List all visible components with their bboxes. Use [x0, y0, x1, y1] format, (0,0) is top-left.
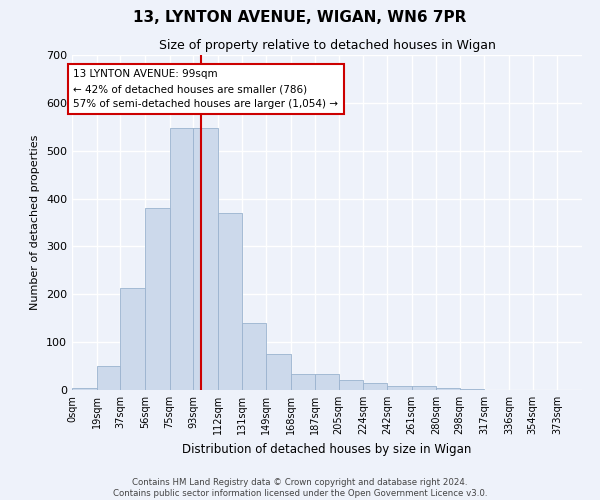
Bar: [387, 386, 412, 390]
Bar: [218, 213, 242, 390]
Bar: [242, 323, 266, 390]
Bar: [72, 388, 97, 390]
Text: 13, LYNTON AVENUE, WIGAN, WN6 7PR: 13, LYNTON AVENUE, WIGAN, WN6 7PR: [133, 10, 467, 25]
Bar: [145, 208, 170, 390]
X-axis label: Distribution of detached houses by size in Wigan: Distribution of detached houses by size …: [182, 442, 472, 456]
Bar: [364, 383, 387, 390]
Text: Contains HM Land Registry data © Crown copyright and database right 2024.
Contai: Contains HM Land Registry data © Crown c…: [113, 478, 487, 498]
Bar: [436, 388, 460, 390]
Bar: [170, 128, 193, 390]
Text: 13 LYNTON AVENUE: 99sqm
← 42% of detached houses are smaller (786)
57% of semi-d: 13 LYNTON AVENUE: 99sqm ← 42% of detache…: [73, 70, 338, 109]
Bar: [339, 380, 364, 390]
Bar: [460, 388, 484, 390]
Bar: [315, 374, 339, 390]
Bar: [120, 288, 145, 390]
Bar: [290, 374, 315, 390]
Bar: [193, 128, 218, 390]
Title: Size of property relative to detached houses in Wigan: Size of property relative to detached ho…: [158, 40, 496, 52]
Bar: [266, 354, 290, 390]
Bar: [412, 386, 436, 390]
Bar: [97, 366, 120, 390]
Y-axis label: Number of detached properties: Number of detached properties: [31, 135, 40, 310]
